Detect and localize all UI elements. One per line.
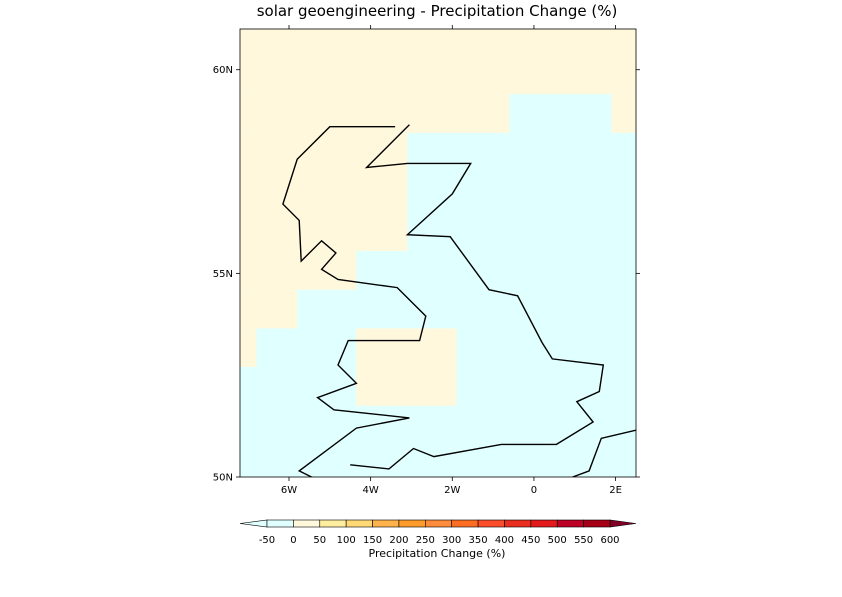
field-cell bbox=[240, 132, 408, 251]
colorbar-tick-label: -50 bbox=[259, 535, 275, 546]
colorbar-bin bbox=[504, 519, 532, 528]
colorbar-bin bbox=[293, 519, 321, 528]
colorbar-tick-label: 150 bbox=[363, 535, 382, 546]
colorbar-tick-label: 50 bbox=[313, 535, 326, 546]
colorbar-bin bbox=[556, 519, 584, 528]
coastlines bbox=[282, 124, 636, 477]
colorbar-under-extend bbox=[239, 519, 268, 528]
colorbar-tick-label: 500 bbox=[548, 535, 567, 546]
x-tick-label: 0 bbox=[531, 485, 537, 496]
colorbar-bin bbox=[583, 519, 611, 528]
colorbar-tick-label: 250 bbox=[416, 535, 435, 546]
colorbar-bin bbox=[319, 519, 347, 528]
colorbar-tick-label: 0 bbox=[290, 535, 296, 546]
x-tick-label: 6W bbox=[281, 485, 297, 496]
colorbar-tick-label: 300 bbox=[442, 535, 461, 546]
field-cell bbox=[240, 250, 357, 290]
map-panel: 6W 4W 2W 0 2E 60N 55N 50N bbox=[213, 25, 640, 496]
y-tick-label: 55N bbox=[213, 269, 233, 280]
x-tick-label: 4W bbox=[363, 485, 379, 496]
coastline bbox=[572, 429, 636, 477]
colorbar-tick-label: 100 bbox=[337, 535, 356, 546]
x-tick-label: 2E bbox=[609, 485, 622, 496]
map-frame bbox=[239, 28, 637, 478]
y-tick-label: 60N bbox=[213, 65, 233, 76]
colorbar-bin bbox=[425, 519, 452, 528]
colorbar-tick-label: 400 bbox=[495, 535, 514, 546]
colorbar-title: Precipitation Change (%) bbox=[369, 547, 506, 560]
colorbar-bin bbox=[477, 519, 505, 528]
coastline bbox=[282, 125, 427, 477]
colorbar-tick-label: 200 bbox=[389, 535, 408, 546]
field-cell bbox=[240, 29, 636, 95]
colorbar-tick-label: 550 bbox=[574, 535, 593, 546]
chart-title: solar geoengineering - Precipitation Cha… bbox=[257, 2, 618, 20]
colorbar-over-extend bbox=[609, 519, 637, 528]
colorbar-bin bbox=[530, 519, 558, 528]
colorbar-bin bbox=[398, 519, 426, 528]
colorbar-bin bbox=[266, 519, 294, 528]
y-tick-label: 50N bbox=[213, 473, 233, 484]
field-cell bbox=[240, 289, 298, 329]
colorbar: -50 0 50 100 150 200 250 300 350 400 450 500 550 600 bbox=[239, 519, 637, 546]
colorbar-tick-label: 600 bbox=[600, 535, 619, 546]
coastline bbox=[350, 124, 605, 470]
field-cell bbox=[240, 328, 257, 368]
colorbar-tick-label: 450 bbox=[521, 535, 540, 546]
colorbar-bin bbox=[372, 519, 400, 528]
x-tick-label: 2W bbox=[444, 485, 460, 496]
field-cell bbox=[611, 94, 636, 133]
colorbar-bin bbox=[451, 519, 479, 528]
colorbar-bin bbox=[345, 519, 373, 528]
colorbar-tick-label: 350 bbox=[469, 535, 488, 546]
